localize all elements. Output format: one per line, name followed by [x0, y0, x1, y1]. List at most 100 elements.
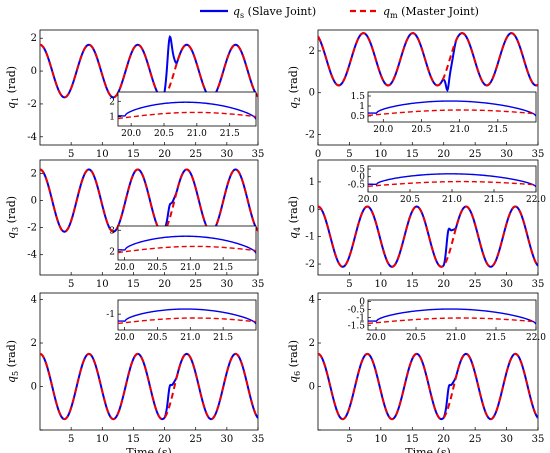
y-tick-label: 0 [31, 196, 37, 207]
panel-q6: 5 10 15 20 25 30 35 0 2 4 q6 (rad) Time (s) 20.0 20.5… [287, 292, 546, 453]
x-tick-label: 20 [158, 149, 171, 160]
x-tick-label: 15 [127, 149, 140, 160]
x-tick-label: 15 [406, 149, 419, 160]
x-axis-label: Time (s) [126, 446, 172, 453]
inset-y-tick-label: 2 [109, 97, 115, 107]
y-tick-label: 0 [31, 382, 37, 393]
panel-q5: 5 10 15 20 25 30 35 0 2 4 q5 (rad) Time (s) 20.0 20.5… [5, 292, 265, 453]
inset-series-master-joint [368, 317, 536, 325]
x-tick-label: 30 [220, 149, 233, 160]
x-tick-label: 20 [158, 434, 171, 445]
x-tick-label: 20 [437, 279, 450, 290]
series-group [40, 168, 258, 233]
inset-series-slave-joint [118, 235, 256, 254]
inset-x-tick-label: 20.0 [115, 263, 135, 273]
y-tick-label: 4 [31, 295, 37, 306]
x-tick-label: 35 [532, 149, 545, 160]
y-tick-label: 0 [31, 66, 37, 77]
inset-frame [117, 91, 257, 127]
inset-x-tick-label: 20.5 [400, 195, 420, 205]
inset-y-tick-label: 1 [359, 102, 365, 112]
series-master-joint [40, 168, 258, 233]
inset-x-tick-label: 21.0 [446, 333, 466, 343]
inset-x-tick-label: 21.0 [180, 333, 200, 343]
x-tick-label: 30 [220, 434, 233, 445]
series-group [318, 205, 538, 268]
legend: qs (Slave Joint) qm (Master Joint) [200, 5, 479, 20]
series-master-joint [318, 32, 538, 87]
x-tick-label: 10 [374, 149, 387, 160]
x-tick-label: 0 [315, 149, 321, 160]
x-tick-label: 35 [252, 279, 265, 290]
inset-x-tick-label: 21.5 [213, 333, 233, 343]
x-tick-label: 10 [96, 149, 109, 160]
inset-y-tick-label: 2 [109, 248, 115, 258]
inset-series-slave-joint [368, 100, 536, 117]
x-tick-label: 20 [437, 434, 450, 445]
inset-series-group [368, 173, 536, 188]
x-tick-label: 35 [252, 149, 265, 160]
inset-x-tick-label: 20.0 [366, 333, 386, 343]
y-tick-label: 2 [309, 46, 315, 57]
x-tick-label: 35 [532, 279, 545, 290]
inset-y-tick-label: 0.5 [351, 112, 366, 122]
inset-series-group [118, 235, 256, 254]
x-tick-label: 5 [346, 434, 352, 445]
x-tick-label: 35 [252, 434, 265, 445]
x-tick-label: 10 [96, 279, 109, 290]
y-tick-label: -2 [305, 130, 315, 141]
legend-label: qs (Slave Joint) [233, 5, 316, 20]
inset-q2: 20.0 20.5 21.0 21.5 0.511.5 [351, 91, 537, 135]
x-tick-label: 5 [68, 149, 74, 160]
inset-series-slave-joint [118, 308, 256, 325]
inset-y-tick-label: -1 [106, 310, 115, 320]
inset-series-master-joint [368, 180, 536, 187]
x-tick-label: 10 [374, 434, 387, 445]
y-tick-label: 1 [309, 177, 315, 188]
series-master-joint [40, 352, 258, 421]
inset-series-master-joint [368, 109, 536, 117]
inset-x-tick-label: 20.0 [373, 125, 393, 135]
x-tick-label: 35 [532, 434, 545, 445]
x-tick-label: 25 [189, 279, 202, 290]
x-tick-label: 25 [469, 149, 482, 160]
inset-y-tick-label: 3 [109, 226, 115, 236]
inset-x-tick-label: 22.0 [526, 333, 546, 343]
x-tick-label: 5 [68, 279, 74, 290]
inset-x-tick-label: 20.5 [411, 125, 431, 135]
inset-x-tick-label: 20.5 [147, 333, 167, 343]
inset-series-slave-joint [368, 173, 536, 188]
x-tick-label: 15 [406, 434, 419, 445]
inset-y-tick-label: -1 [356, 313, 365, 323]
x-tick-label: 5 [68, 434, 74, 445]
x-tick-label: 10 [96, 434, 109, 445]
y-axis-label: q6 (rad) [287, 340, 302, 383]
x-tick-label: 20 [158, 279, 171, 290]
y-axis-label: q2 (rad) [287, 66, 302, 109]
inset-q5: 20.0 20.5 21.0 21.5 -1 [106, 299, 257, 343]
series-master-joint [40, 43, 258, 99]
x-tick-label: 15 [406, 279, 419, 290]
inset-q3: 20.0 20.5 21.0 21.5 2 3 [109, 225, 257, 273]
y-tick-label: 2 [309, 338, 315, 349]
inset-y-tick-label: -0.5 [348, 305, 366, 315]
legend-item-1: qs (Slave Joint) [200, 5, 316, 20]
y-tick-label: -2 [305, 259, 315, 270]
x-tick-label: 30 [500, 149, 513, 160]
inset-y-tick-label: 0 [359, 173, 365, 183]
x-tick-label: 15 [127, 434, 140, 445]
legend-item-2: qm (Master Joint) [350, 5, 479, 20]
x-tick-label: 25 [469, 279, 482, 290]
legend-label: qm (Master Joint) [383, 5, 479, 20]
y-tick-label: -4 [27, 132, 37, 143]
inset-frame [117, 225, 257, 261]
x-axis-label: Time (s) [405, 446, 451, 453]
inset-series-master-joint [118, 317, 256, 325]
y-axis-label: q5 (rad) [5, 340, 20, 383]
inset-x-tick-label: 20.5 [154, 129, 174, 139]
inset-series-group [368, 100, 536, 117]
